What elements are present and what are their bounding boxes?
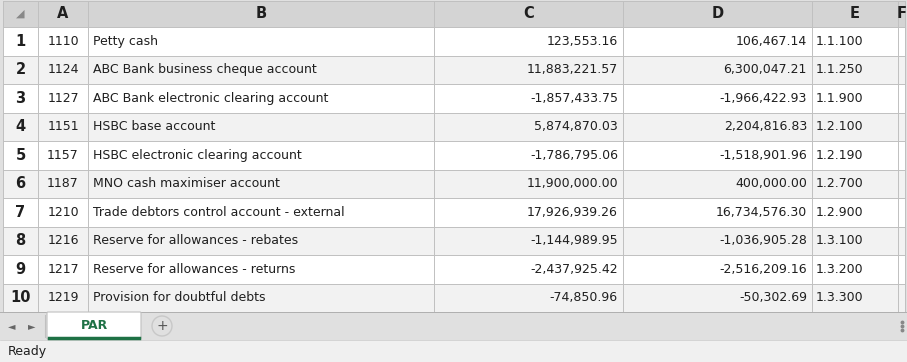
Text: F: F bbox=[896, 7, 906, 21]
Text: Provision for doubtful debts: Provision for doubtful debts bbox=[93, 291, 266, 304]
Text: 6: 6 bbox=[15, 176, 25, 191]
Text: 1157: 1157 bbox=[47, 149, 79, 162]
Text: -1,144,989.95: -1,144,989.95 bbox=[531, 234, 618, 247]
Bar bbox=[3, 141, 905, 169]
Text: A: A bbox=[57, 7, 69, 21]
Text: -1,518,901.96: -1,518,901.96 bbox=[719, 149, 807, 162]
Bar bbox=[3, 27, 905, 55]
Text: D: D bbox=[711, 7, 724, 21]
Text: 9: 9 bbox=[15, 262, 25, 277]
Text: ►: ► bbox=[28, 321, 35, 331]
Text: HSBC base account: HSBC base account bbox=[93, 120, 215, 133]
Text: 1217: 1217 bbox=[47, 263, 79, 276]
Text: -1,036,905.28: -1,036,905.28 bbox=[719, 234, 807, 247]
Text: HSBC electronic clearing account: HSBC electronic clearing account bbox=[93, 149, 302, 162]
Text: Petty cash: Petty cash bbox=[93, 35, 158, 48]
Text: Reserve for allowances - returns: Reserve for allowances - returns bbox=[93, 263, 296, 276]
Text: 106,467.14: 106,467.14 bbox=[736, 35, 807, 48]
Text: -2,516,209.16: -2,516,209.16 bbox=[719, 263, 807, 276]
Text: 1187: 1187 bbox=[47, 177, 79, 190]
Text: 1.1.900: 1.1.900 bbox=[816, 92, 863, 105]
Text: C: C bbox=[523, 7, 534, 21]
Text: +: + bbox=[156, 319, 168, 333]
Text: 1219: 1219 bbox=[47, 291, 79, 304]
Text: 1.1.250: 1.1.250 bbox=[816, 63, 863, 76]
Text: 1.2.900: 1.2.900 bbox=[816, 206, 863, 219]
Bar bbox=[3, 255, 905, 283]
Text: 123,553.16: 123,553.16 bbox=[547, 35, 618, 48]
Text: 1110: 1110 bbox=[47, 35, 79, 48]
Text: 8: 8 bbox=[15, 233, 25, 248]
Text: -1,786,795.06: -1,786,795.06 bbox=[530, 149, 618, 162]
Text: ◢: ◢ bbox=[16, 9, 24, 19]
Text: 1216: 1216 bbox=[47, 234, 79, 247]
Bar bbox=[3, 283, 905, 312]
Text: 2,204,816.83: 2,204,816.83 bbox=[724, 120, 807, 133]
Text: MNO cash maximiser account: MNO cash maximiser account bbox=[93, 177, 280, 190]
Text: 1124: 1124 bbox=[47, 63, 79, 76]
Text: 5,874,870.03: 5,874,870.03 bbox=[534, 120, 618, 133]
Text: PAR: PAR bbox=[81, 319, 108, 332]
Text: 1.3.200: 1.3.200 bbox=[816, 263, 863, 276]
Text: Trade debtors control account - external: Trade debtors control account - external bbox=[93, 206, 345, 219]
Text: 7: 7 bbox=[15, 205, 25, 220]
Text: 1: 1 bbox=[15, 34, 25, 49]
Text: 1210: 1210 bbox=[47, 206, 79, 219]
Text: 1.2.100: 1.2.100 bbox=[816, 120, 863, 133]
Text: ABC Bank business cheque account: ABC Bank business cheque account bbox=[93, 63, 317, 76]
Bar bbox=[3, 198, 905, 227]
Text: 11,900,000.00: 11,900,000.00 bbox=[526, 177, 618, 190]
Text: B: B bbox=[256, 7, 267, 21]
Text: 1151: 1151 bbox=[47, 120, 79, 133]
Text: 4: 4 bbox=[15, 119, 25, 134]
Bar bbox=[0, 340, 907, 362]
Bar bbox=[3, 1, 905, 27]
Text: 1.3.100: 1.3.100 bbox=[816, 234, 863, 247]
Text: 10: 10 bbox=[10, 290, 31, 305]
Text: -50,302.69: -50,302.69 bbox=[739, 291, 807, 304]
Text: 11,883,221.57: 11,883,221.57 bbox=[527, 63, 618, 76]
Text: -1,857,433.75: -1,857,433.75 bbox=[530, 92, 618, 105]
Text: 1127: 1127 bbox=[47, 92, 79, 105]
Text: ABC Bank electronic clearing account: ABC Bank electronic clearing account bbox=[93, 92, 328, 105]
Bar bbox=[0, 312, 907, 340]
Text: 6,300,047.21: 6,300,047.21 bbox=[724, 63, 807, 76]
Text: E: E bbox=[850, 7, 860, 21]
Text: 5: 5 bbox=[15, 148, 25, 163]
FancyBboxPatch shape bbox=[47, 312, 141, 339]
Text: -2,437,925.42: -2,437,925.42 bbox=[531, 263, 618, 276]
Bar bbox=[3, 55, 905, 84]
Text: 1.1.100: 1.1.100 bbox=[816, 35, 863, 48]
Text: -74,850.96: -74,850.96 bbox=[550, 291, 618, 304]
Text: 1.3.300: 1.3.300 bbox=[816, 291, 863, 304]
Bar bbox=[3, 169, 905, 198]
Text: Ready: Ready bbox=[8, 345, 47, 358]
Text: Reserve for allowances - rebates: Reserve for allowances - rebates bbox=[93, 234, 298, 247]
Text: -1,966,422.93: -1,966,422.93 bbox=[719, 92, 807, 105]
Text: 1.2.700: 1.2.700 bbox=[816, 177, 863, 190]
Bar bbox=[3, 84, 905, 113]
Text: 3: 3 bbox=[15, 91, 25, 106]
Text: 16,734,576.30: 16,734,576.30 bbox=[716, 206, 807, 219]
Text: 400,000.00: 400,000.00 bbox=[736, 177, 807, 190]
Text: 1.2.190: 1.2.190 bbox=[816, 149, 863, 162]
Text: 17,926,939.26: 17,926,939.26 bbox=[527, 206, 618, 219]
Text: ◄: ◄ bbox=[8, 321, 15, 331]
Bar bbox=[3, 113, 905, 141]
Text: 2: 2 bbox=[15, 62, 25, 77]
Bar bbox=[3, 227, 905, 255]
